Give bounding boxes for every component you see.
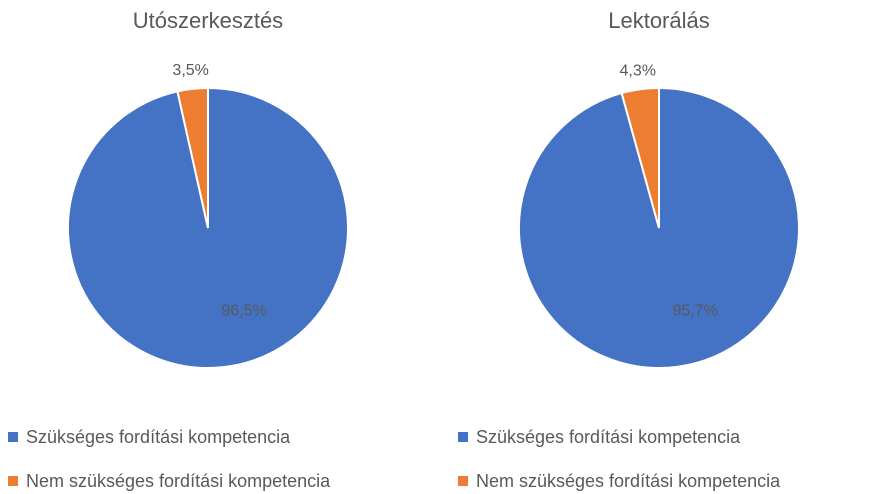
pie-slice <box>176 86 209 229</box>
data-label: 4,3% <box>619 63 655 80</box>
legend-swatch <box>8 432 18 442</box>
data-label: 3,5% <box>172 62 208 79</box>
legend-label: Nem szükséges fordítási kompetencia <box>476 471 781 491</box>
legend-label: Szükséges fordítási kompetencia <box>26 427 291 447</box>
legend-swatch <box>8 476 18 486</box>
legend-swatch <box>458 432 468 442</box>
pie-slice <box>620 86 660 229</box>
legend-label: Nem szükséges fordítási kompetencia <box>26 471 331 491</box>
chart-title: Lektorálás <box>608 8 710 33</box>
data-label: 96,5% <box>221 303 266 320</box>
legend-label: Szükséges fordítási kompetencia <box>476 427 741 447</box>
chart-title: Utószerkesztés <box>133 8 283 33</box>
data-label: 95,7% <box>672 303 717 320</box>
legend-swatch <box>458 476 468 486</box>
